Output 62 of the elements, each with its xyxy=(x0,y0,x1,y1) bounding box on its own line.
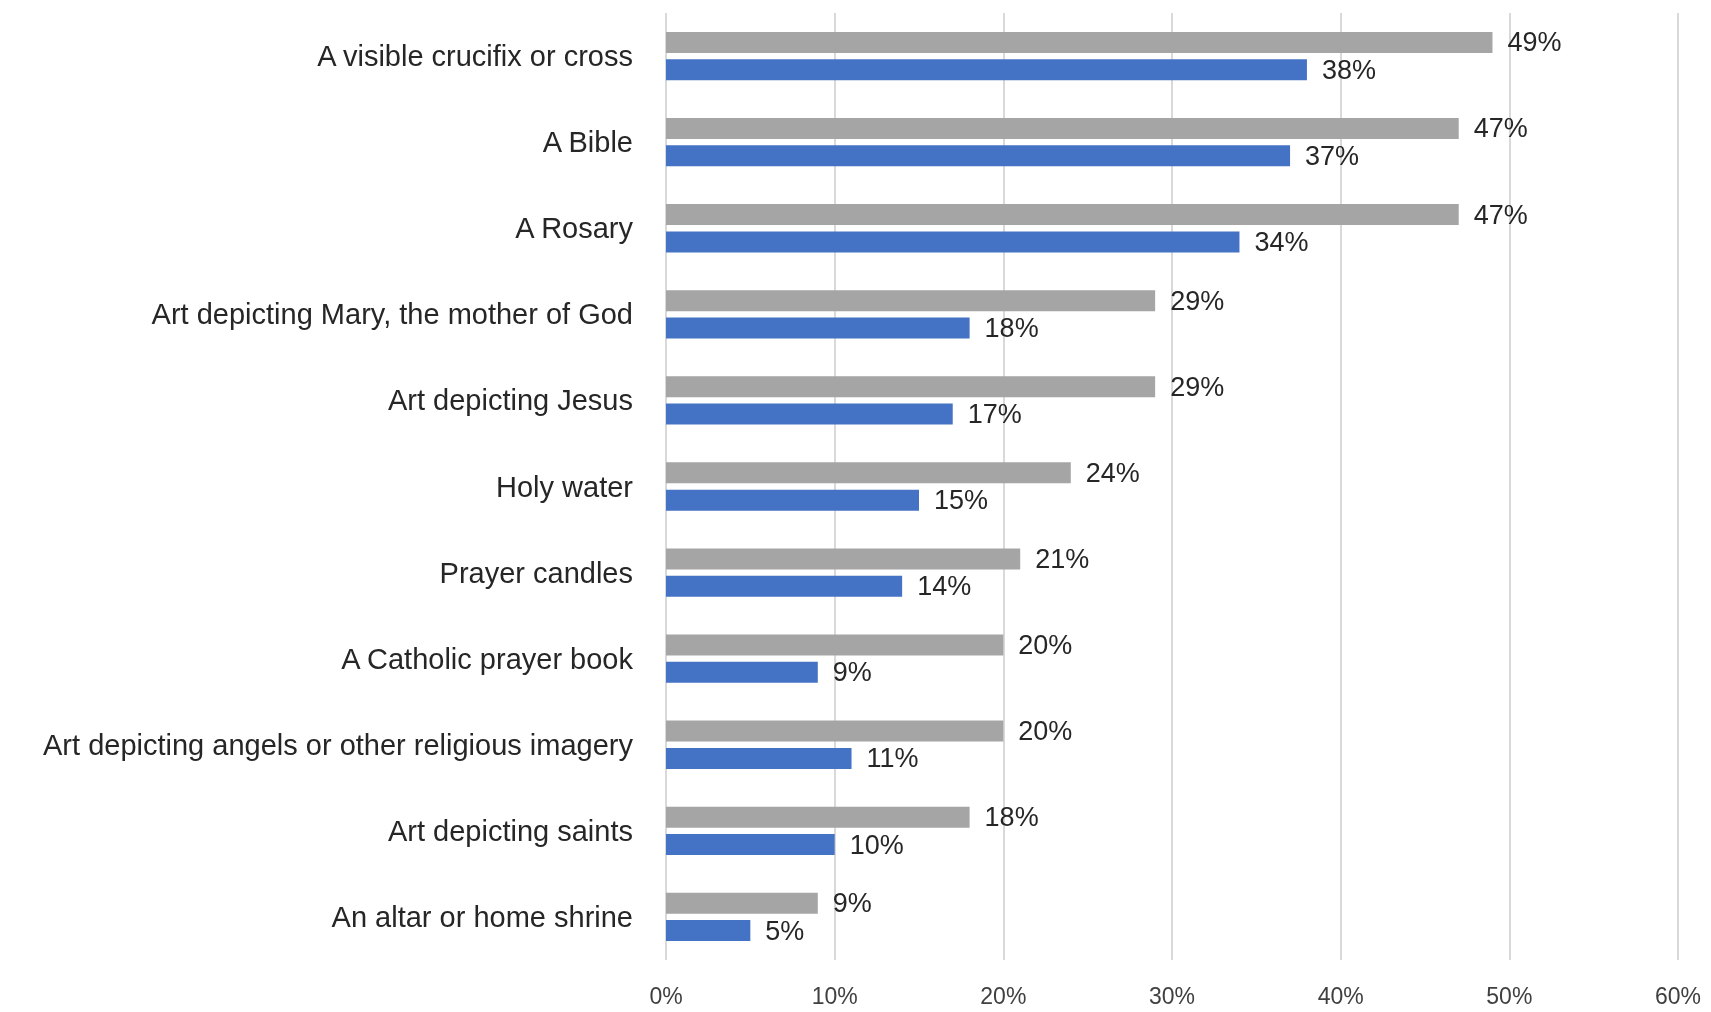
y-tick-label: Holy water xyxy=(496,470,634,503)
x-tick-label: 0% xyxy=(649,982,683,1009)
bar xyxy=(666,575,903,597)
y-tick-label: An altar or home shrine xyxy=(331,900,633,933)
y-tick-label: Prayer candles xyxy=(439,556,633,589)
data-label: 15% xyxy=(934,485,989,516)
data-label: 21% xyxy=(1035,543,1090,574)
bar xyxy=(666,462,1071,484)
data-label: 34% xyxy=(1254,226,1309,257)
x-tick-label: 40% xyxy=(1317,982,1364,1009)
y-tick-label: Art depicting angels or other religious imagery xyxy=(43,728,634,761)
bar xyxy=(666,231,1240,253)
data-label: 24% xyxy=(1085,457,1140,488)
y-tick-label: A Catholic prayer book xyxy=(341,642,634,675)
data-label: 14% xyxy=(917,571,972,602)
y-tick-label: Art depicting Jesus xyxy=(387,384,633,417)
bar xyxy=(666,290,1156,312)
bar xyxy=(666,31,1493,53)
y-tick-label: A visible crucifix or cross xyxy=(317,40,633,73)
data-label: 17% xyxy=(967,399,1022,430)
x-tick-label: 20% xyxy=(980,982,1027,1009)
bar xyxy=(666,145,1291,167)
data-label: 29% xyxy=(1170,285,1225,316)
data-label: 9% xyxy=(832,657,872,688)
y-tick-label: A Bible xyxy=(542,126,633,159)
bar xyxy=(666,720,1004,742)
x-tick-label: 30% xyxy=(1148,982,1196,1009)
data-label: 38% xyxy=(1321,54,1376,85)
data-label: 20% xyxy=(1018,716,1073,747)
y-tick-label: Art depicting Mary, the mother of God xyxy=(151,298,633,331)
bar xyxy=(666,403,953,425)
data-label: 11% xyxy=(866,743,919,774)
bar xyxy=(666,920,751,942)
data-label: 49% xyxy=(1507,27,1562,58)
bar xyxy=(666,489,919,511)
bar xyxy=(666,317,970,339)
bar xyxy=(666,117,1459,139)
data-label: 10% xyxy=(849,829,904,860)
bar xyxy=(666,634,1004,656)
data-label: 18% xyxy=(984,312,1039,343)
bar xyxy=(666,59,1307,81)
bar xyxy=(666,204,1459,226)
bar xyxy=(666,376,1156,398)
data-label: 37% xyxy=(1305,140,1360,171)
bar xyxy=(666,548,1021,570)
bar xyxy=(666,892,818,914)
y-tick-label: Art depicting saints xyxy=(387,814,633,847)
data-label: 5% xyxy=(765,915,805,946)
data-label: 18% xyxy=(984,802,1039,833)
data-label: 20% xyxy=(1018,630,1073,661)
data-label: 9% xyxy=(832,888,872,919)
data-label: 47% xyxy=(1473,199,1528,230)
bar xyxy=(666,834,835,856)
bar xyxy=(666,747,852,769)
y-tick-label: A Rosary xyxy=(515,212,634,245)
bar xyxy=(666,806,970,828)
x-tick-label: 60% xyxy=(1654,982,1702,1009)
bar xyxy=(666,661,818,683)
data-label: 29% xyxy=(1170,371,1225,402)
data-label: 47% xyxy=(1473,113,1528,144)
x-tick-label: 50% xyxy=(1486,982,1533,1009)
x-tick-label: 10% xyxy=(811,982,858,1009)
